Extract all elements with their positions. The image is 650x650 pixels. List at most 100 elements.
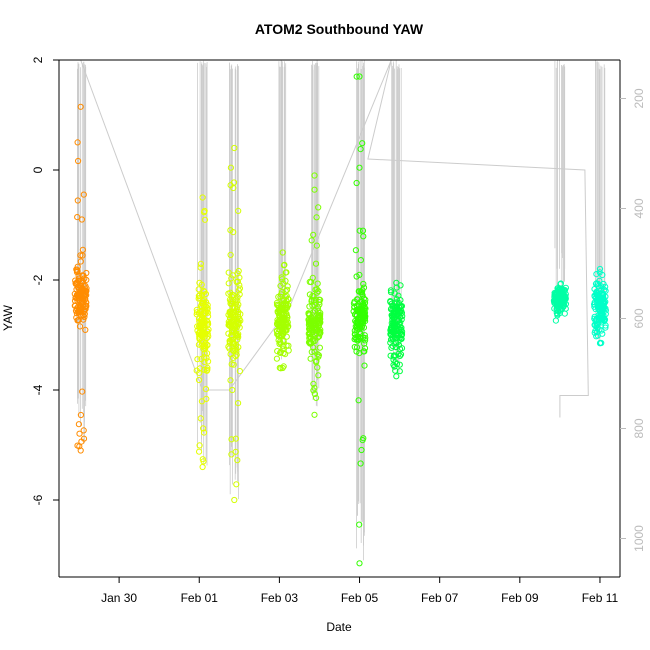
data-point <box>308 339 315 346</box>
data-point <box>273 355 280 362</box>
data-point <box>356 307 363 314</box>
y-tick-label: 2 <box>31 56 45 63</box>
data-point <box>197 415 204 422</box>
data-point <box>77 252 84 259</box>
data-point <box>313 394 320 401</box>
data-point <box>309 321 316 328</box>
data-point <box>198 355 205 363</box>
data-point <box>598 294 606 301</box>
data-point <box>195 295 202 302</box>
data-point <box>308 348 315 356</box>
data-point <box>82 326 89 333</box>
secondary-series <box>77 59 606 561</box>
data-point <box>357 289 364 296</box>
data-point <box>308 279 315 286</box>
data-point <box>359 227 367 234</box>
data-point <box>76 323 84 330</box>
data-point <box>597 297 604 304</box>
data-point <box>232 435 239 442</box>
data-point <box>233 348 240 355</box>
data-point <box>205 358 212 365</box>
data-point <box>74 303 82 310</box>
data-point <box>351 311 359 318</box>
data-point <box>204 350 211 357</box>
data-point <box>275 337 282 344</box>
data-point <box>75 157 82 165</box>
data-point <box>234 332 241 339</box>
data-point <box>387 289 395 296</box>
data-point <box>317 296 324 303</box>
data-point <box>228 361 235 368</box>
y2-tick-label: 200 <box>632 88 646 108</box>
data-point <box>598 327 605 334</box>
data-point <box>82 290 89 297</box>
data-point <box>75 285 82 292</box>
data-point <box>235 400 242 407</box>
data-point <box>308 325 315 332</box>
data-point <box>74 139 81 146</box>
data-point <box>76 430 83 437</box>
data-point <box>361 340 368 347</box>
x-tick-label: Feb 11 <box>582 591 619 605</box>
data-point <box>361 348 368 355</box>
data-point <box>314 280 321 287</box>
data-point <box>596 340 604 347</box>
data-point <box>227 289 234 296</box>
data-point <box>233 351 240 358</box>
data-point <box>355 397 362 404</box>
data-point <box>309 329 316 336</box>
data-point <box>79 246 87 253</box>
data-point <box>305 330 312 337</box>
data-point <box>195 376 203 384</box>
data-point <box>78 298 85 305</box>
data-point <box>278 276 286 283</box>
data-point <box>231 496 238 504</box>
data-point <box>596 277 603 284</box>
data-point <box>78 286 85 293</box>
data-point <box>236 368 243 375</box>
data-point <box>357 146 364 153</box>
data-point <box>392 367 399 374</box>
data-point <box>202 386 210 393</box>
data-point <box>226 340 233 347</box>
data-point <box>78 289 86 297</box>
data-point <box>204 321 211 329</box>
data-point <box>362 318 369 325</box>
data-point <box>233 278 240 286</box>
data-point <box>229 386 236 394</box>
data-point <box>393 296 400 303</box>
data-point <box>276 364 283 371</box>
data-point <box>362 337 369 344</box>
data-point <box>200 339 207 346</box>
chart-title: ATOM2 Southbound YAW <box>255 21 424 37</box>
data-point <box>78 216 86 223</box>
data-point <box>391 290 398 297</box>
data-point <box>79 388 86 395</box>
data-point <box>396 368 403 375</box>
data-point <box>313 214 320 221</box>
data-point <box>391 333 398 340</box>
data-point <box>358 314 365 321</box>
data-point <box>310 231 317 238</box>
data-point <box>357 299 364 306</box>
data-point <box>196 448 203 455</box>
data-point <box>197 260 204 267</box>
data-point <box>196 292 203 299</box>
plot-area <box>71 59 610 567</box>
data-point <box>204 309 211 316</box>
data-point <box>234 311 242 318</box>
x-tick-label: Feb 03 <box>261 591 299 605</box>
data-point <box>388 332 395 339</box>
data-point <box>312 260 320 267</box>
data-point <box>356 560 363 567</box>
data-point <box>77 258 84 265</box>
series-cluster-9 <box>591 265 610 347</box>
data-point <box>77 103 84 110</box>
data-point <box>75 307 82 314</box>
data-point <box>357 460 364 467</box>
data-point <box>350 300 357 307</box>
data-point <box>79 252 86 259</box>
series-cluster-5 <box>305 172 324 418</box>
data-point <box>277 316 284 323</box>
series-cluster-7 <box>387 279 406 380</box>
